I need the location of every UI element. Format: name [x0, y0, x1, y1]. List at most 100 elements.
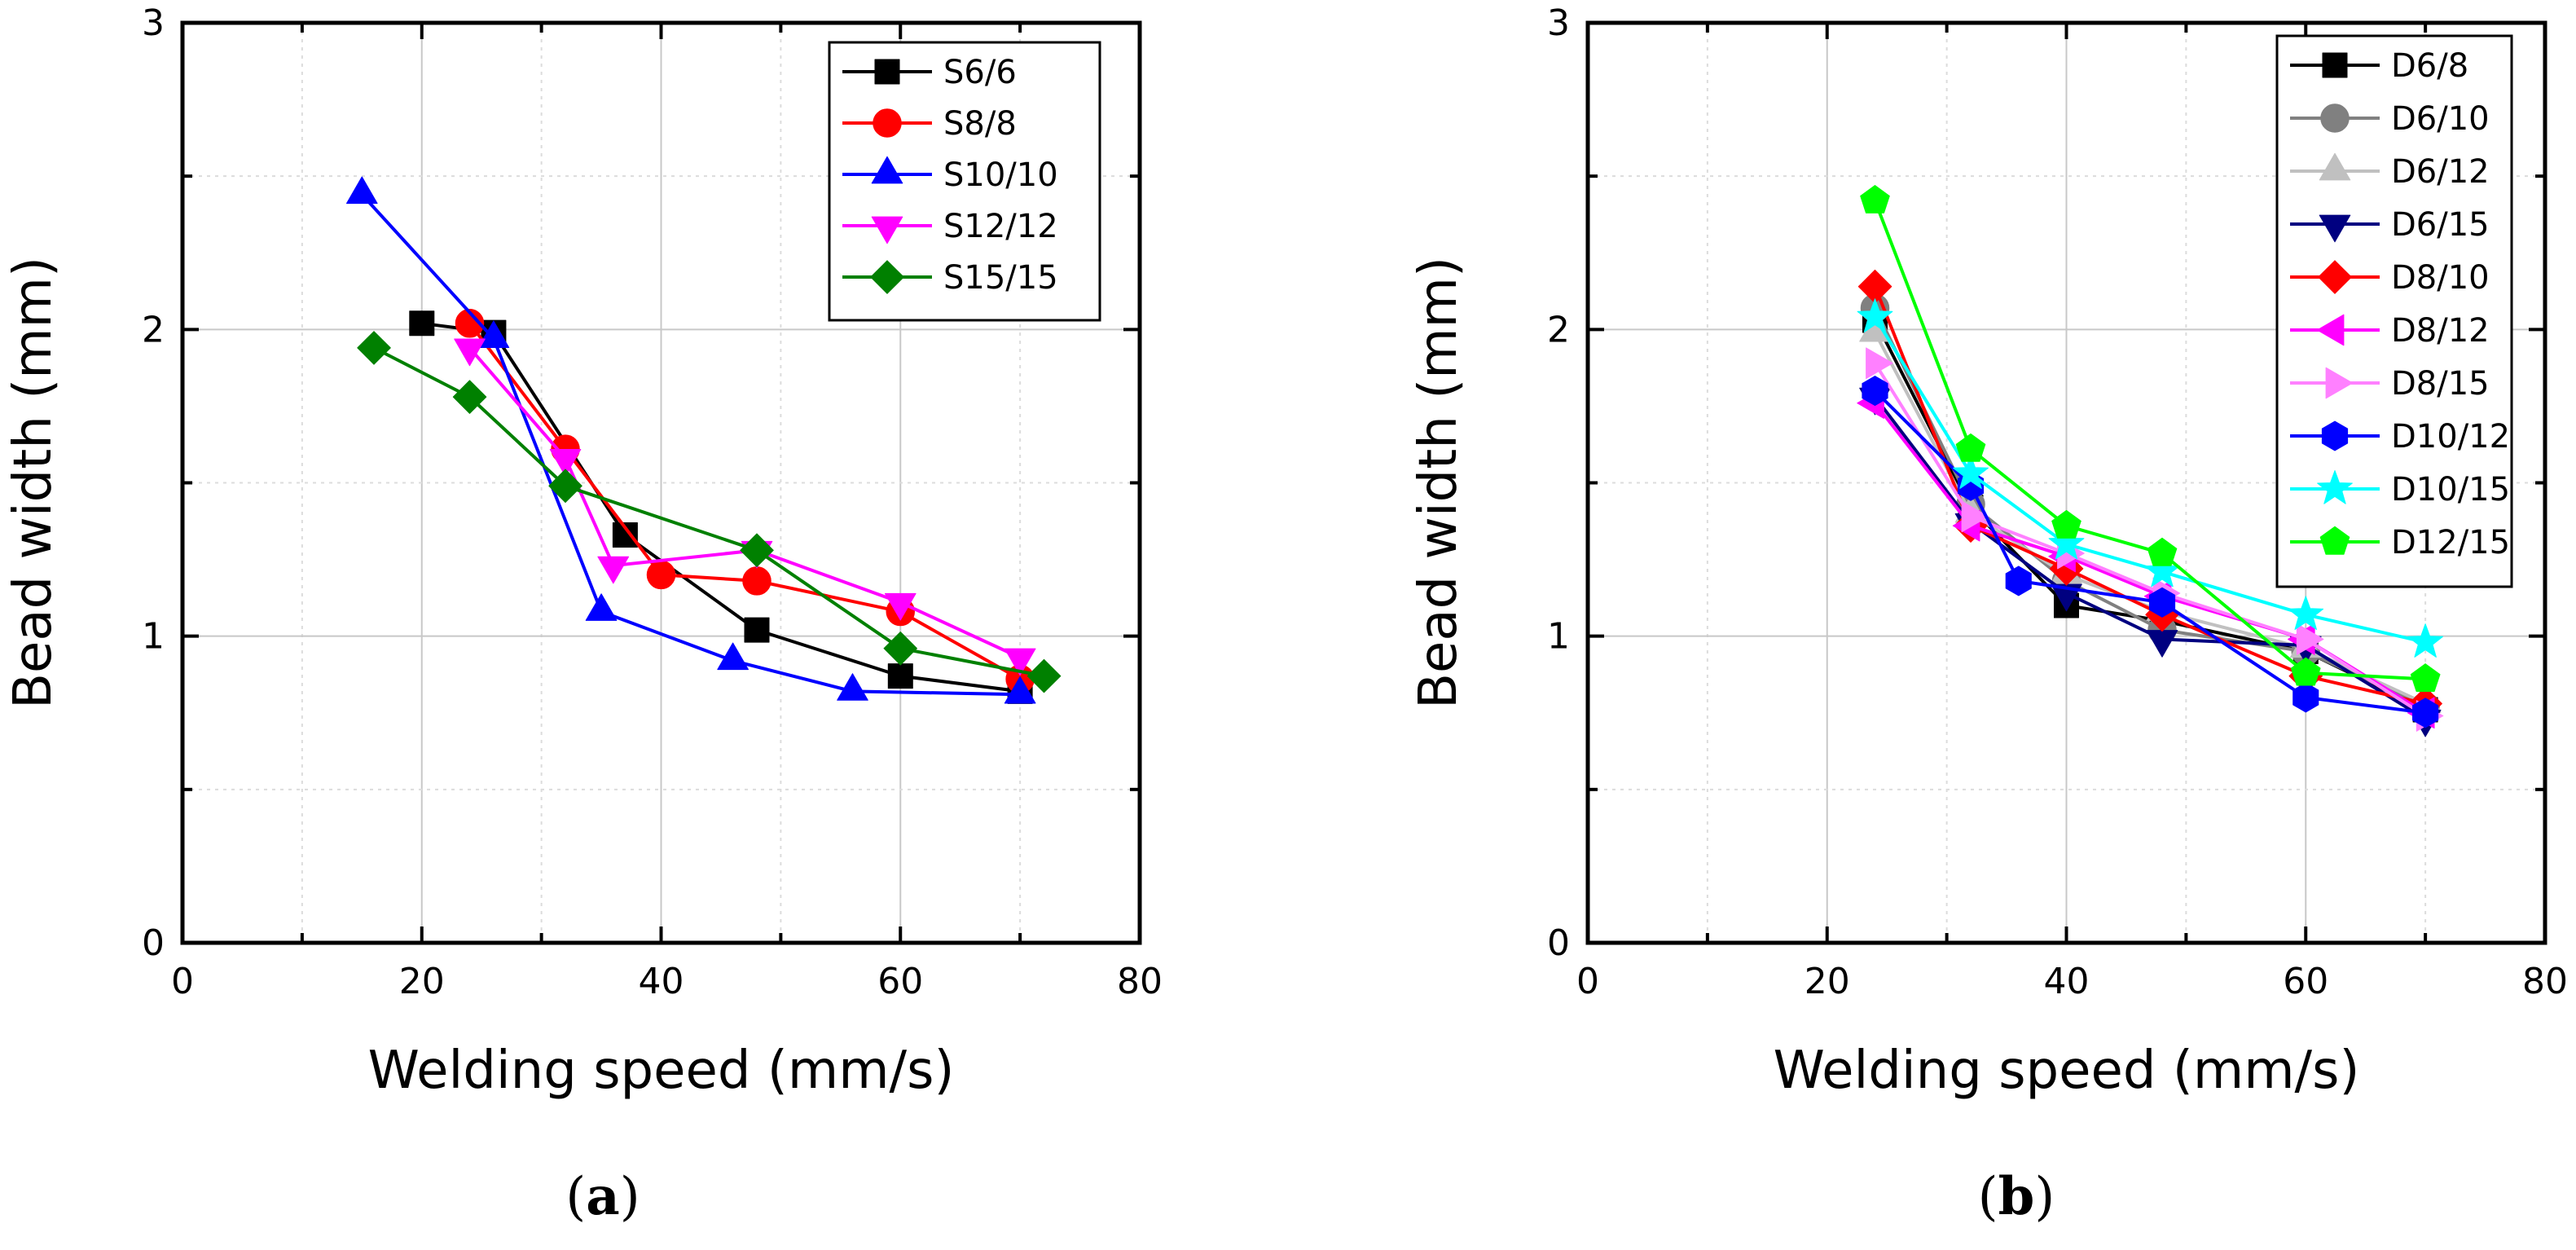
x-tick-label: 0 — [171, 961, 194, 1002]
legend-label: D8/10 — [2391, 259, 2490, 297]
x-tick-label: 40 — [2044, 961, 2090, 1002]
data-point — [455, 309, 485, 338]
legend-label: D8/12 — [2391, 312, 2490, 350]
legend-item: D6/8 — [2290, 47, 2468, 85]
legend-label: D6/15 — [2391, 206, 2490, 244]
data-point — [585, 593, 618, 621]
y-axis-title: Bead width (mm) — [3, 257, 64, 709]
legend-label: D8/15 — [2391, 365, 2490, 403]
legend-marker — [871, 216, 903, 244]
legend-label: D10/15 — [2391, 471, 2510, 508]
y-axis-title: Bead width (mm) — [1409, 257, 1469, 709]
data-point — [2412, 698, 2439, 728]
data-point — [2288, 596, 2324, 630]
data-point — [1866, 347, 1893, 380]
legend-label: D6/10 — [2391, 100, 2490, 138]
data-point — [2048, 525, 2085, 560]
legend-label: S6/6 — [943, 54, 1017, 91]
data-point — [1860, 185, 1890, 213]
y-tick-label: 1 — [142, 616, 165, 658]
x-tick-label: 60 — [877, 961, 923, 1002]
data-point — [1961, 500, 1989, 533]
x-tick-label: 80 — [2522, 961, 2568, 1002]
legend-marker — [2321, 420, 2349, 451]
panel-caption: (a) — [565, 1166, 640, 1227]
series-line — [1873, 316, 2426, 645]
series-S10-10 — [346, 176, 1036, 704]
data-point — [1004, 676, 1036, 704]
x-tick-label: 40 — [639, 961, 684, 1002]
x-tick-label: 60 — [2283, 961, 2328, 1002]
x-axis-title: Welding speed (mm/s) — [1774, 1041, 2360, 1101]
legend-marker — [2320, 103, 2350, 133]
series-line — [1873, 395, 2427, 721]
data-point — [1953, 455, 1989, 489]
legend-marker — [2319, 214, 2351, 243]
legend: S6/6 S8/8 S10/10 S12/12 S15/15 — [828, 41, 1101, 322]
series-line — [1873, 285, 2426, 706]
series-line — [468, 346, 1021, 659]
data-point — [549, 449, 582, 477]
legend-label: D10/12 — [2391, 418, 2510, 456]
data-point — [2005, 566, 2032, 596]
legend-marker — [2319, 152, 2351, 181]
legend-item: D12/15 — [2290, 524, 2510, 561]
y-tick-label: 2 — [142, 309, 165, 350]
legend-item: D8/10 — [2290, 259, 2490, 297]
legend-marker — [874, 59, 900, 85]
legend-item: S15/15 — [842, 259, 1058, 297]
y-tick-label: 3 — [142, 2, 165, 44]
data-point — [346, 176, 378, 205]
data-point — [2146, 630, 2178, 658]
legend-item: D10/15 — [2290, 470, 2510, 508]
data-point — [454, 338, 486, 367]
x-tick-label: 20 — [399, 961, 445, 1002]
series-line — [360, 193, 1021, 697]
data-point — [887, 663, 913, 689]
panel-caption-letter: b — [1998, 1166, 2035, 1227]
x-tick-label: 80 — [1117, 961, 1163, 1002]
data-point — [1955, 433, 1986, 462]
data-point — [2292, 682, 2319, 713]
y-tick-label: 2 — [1547, 309, 1570, 350]
legend-marker — [2319, 526, 2350, 555]
legend-marker — [873, 108, 902, 138]
ticks — [181, 21, 1141, 944]
legend-item: D6/15 — [2290, 206, 2490, 244]
data-point — [1857, 298, 1893, 332]
x-tick-label: 20 — [1805, 961, 1850, 1002]
legend-label: S8/8 — [943, 105, 1017, 143]
data-point — [548, 469, 582, 503]
legend-item: S10/10 — [842, 156, 1058, 194]
y-tick-label: 3 — [1547, 2, 1570, 44]
series-D10-15 — [1857, 298, 2443, 658]
series-D12-15 — [1860, 185, 2441, 692]
legend-item: S6/6 — [842, 54, 1017, 91]
chart-panel-b: 0 20 40 60 80 0 1 2 3 Welding speed (mm/s) Bead wi… — [1409, 2, 2568, 1227]
data-point — [477, 320, 510, 348]
data-point — [452, 380, 487, 414]
data-point — [2148, 587, 2176, 618]
legend-label: S15/15 — [943, 259, 1058, 297]
series-S15-15 — [357, 331, 1062, 693]
legend-marker — [2325, 367, 2354, 399]
series-S6-6 — [409, 310, 1033, 704]
data-point — [884, 592, 917, 621]
panel-caption-letter: a — [586, 1166, 619, 1227]
series-line — [468, 322, 1022, 681]
legend-label: S10/10 — [943, 156, 1058, 194]
y-tick-label: 1 — [1547, 616, 1570, 658]
data-point — [2147, 537, 2178, 566]
legend-item: S8/8 — [842, 105, 1017, 143]
legend-label: S12/12 — [943, 208, 1058, 245]
y-tick-label: 0 — [142, 922, 165, 964]
legend-marker — [870, 260, 904, 294]
legend-item: D10/12 — [2290, 418, 2510, 456]
series-line — [1874, 390, 2426, 715]
data-point — [1004, 648, 1036, 676]
legend-item: D8/12 — [2290, 312, 2490, 350]
legend-item: D6/12 — [2290, 152, 2490, 191]
data-point — [2051, 509, 2081, 539]
chart-panel-a: 0 20 40 60 80 0 1 2 3 Welding speed (mm/s) Bead wi… — [3, 2, 1163, 1227]
